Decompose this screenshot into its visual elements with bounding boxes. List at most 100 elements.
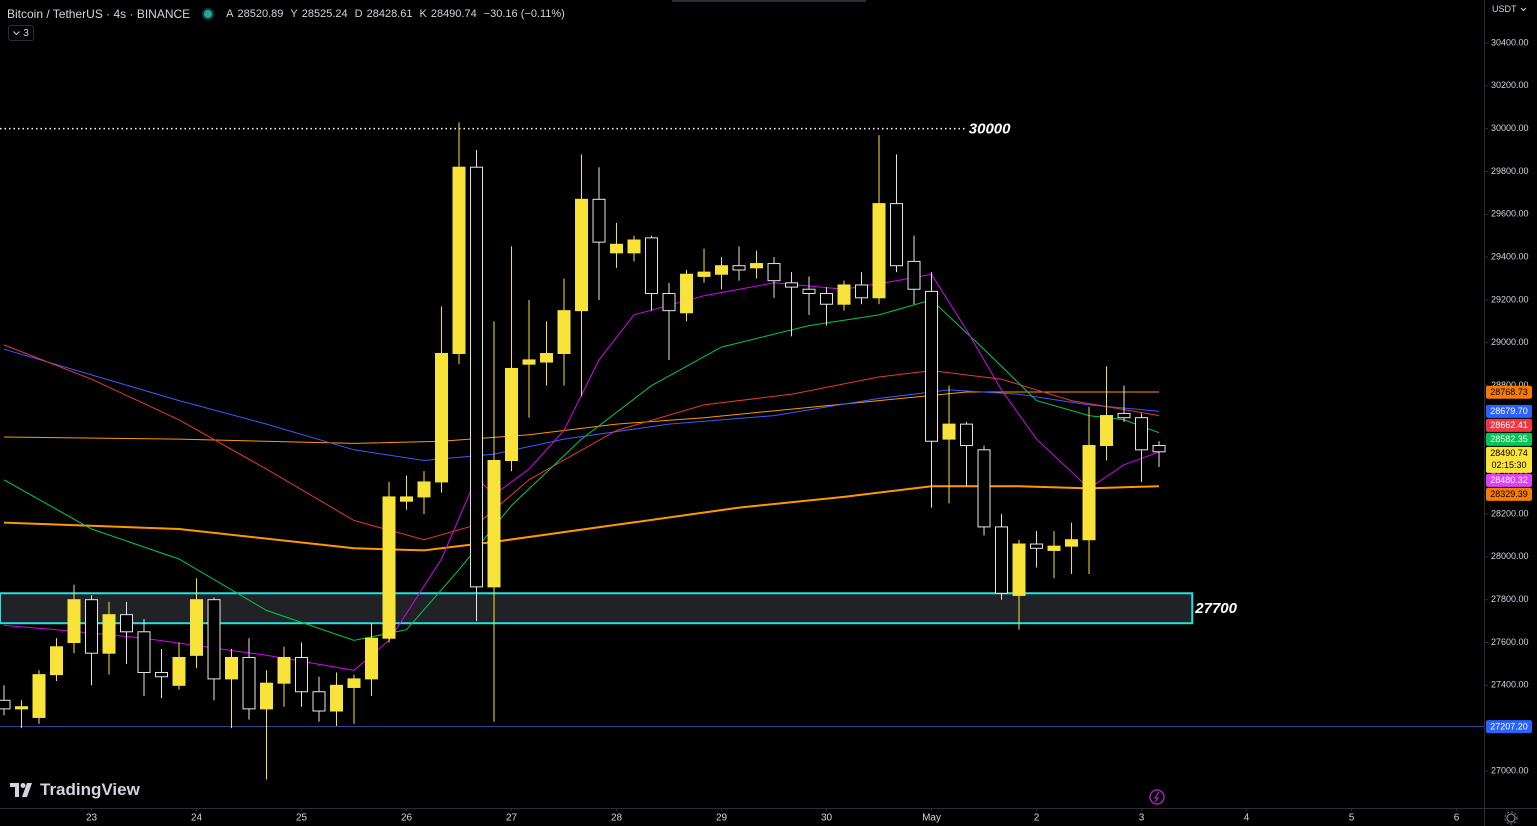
candle-body [225,656,239,680]
candle-body [242,656,256,710]
candle-body [155,671,169,678]
price-change: −30.16 (−0.11%) [483,8,565,20]
x-tick-label: 24 [191,813,203,824]
candle-body [662,293,676,312]
price-badge [1486,446,1532,473]
level-label: 30000 [969,121,1011,138]
candle-body [277,656,291,684]
candle-body [1152,445,1166,453]
indicators-toggle[interactable]: 3 [8,25,34,41]
candle-body [1012,543,1026,596]
ohlc-key: Y [290,8,298,20]
candle-body [295,656,309,693]
zone-label: 27700 [1194,600,1237,617]
candle-body [837,284,851,305]
candle-body [750,263,764,269]
candle-body [365,637,379,680]
candle-body [1047,545,1061,551]
x-tick-label: 28 [611,813,623,824]
candle-body [645,237,659,295]
candle-body [767,263,781,282]
y-tick-label: 27600.00 [1491,637,1529,647]
candle-body [890,203,904,267]
candle-body [925,290,939,442]
candle-body [137,631,151,673]
price-badge-label: 28768.73 [1490,387,1528,397]
candle-body [785,282,799,288]
symbol-title[interactable]: Bitcoin / TetherUS · 4s · BINANCE [7,7,191,21]
x-tick-label: 4 [1244,813,1250,824]
ohlc-key: K [419,8,427,20]
candle-body [487,460,501,588]
candle-body [190,599,204,656]
candle-body [312,691,326,712]
settings-icon[interactable] [1504,811,1518,825]
moving-average [3,348,1160,462]
ohlc-key: D [354,8,363,20]
candle-body [452,166,466,354]
support-zone [0,592,1194,625]
x-tick-label: 5 [1349,813,1355,824]
price-badge [1486,385,1532,399]
moving-average [3,344,1160,541]
x-tick-label: 26 [401,813,413,824]
candle-body [50,646,64,676]
ohlc-value: 28490.74 [430,8,477,20]
candle-body [872,203,886,299]
candle-body [1100,415,1114,447]
x-tick-label: May [922,813,941,824]
y-tick-label: 27400.00 [1491,680,1529,690]
candle-body [802,288,816,295]
x-tick-label: 30 [821,813,833,824]
brand-name: TradingView [40,780,140,799]
lightning-icon[interactable] [1149,789,1165,805]
y-tick-label: 29200.00 [1491,294,1529,304]
candle-body [400,496,414,502]
market-status [204,10,213,18]
candle-body [610,243,624,254]
currency-chevron[interactable] [1520,7,1527,12]
x-tick-label: 27 [506,813,518,824]
y-tick-label: 30200.00 [1491,80,1529,90]
brand-mark [10,783,32,797]
y-tick-label: 29800.00 [1491,166,1529,176]
candle-body [67,599,81,644]
candle-body [382,496,396,639]
price-badge-label: 28662.41 [1490,420,1528,430]
candle-body [1030,543,1044,549]
ohlc-key: A [226,8,234,20]
moving-average [3,273,1160,671]
candle-body [260,682,274,710]
currency[interactable]: USDT [1492,4,1517,14]
candle-body [592,198,606,243]
moving-average [3,485,1160,552]
y-tick-label: 28200.00 [1491,508,1529,518]
candle-body [522,359,536,365]
y-tick-label: 29000.00 [1491,337,1529,347]
candle-body [85,599,99,654]
brand-logo[interactable]: TradingView [10,780,140,800]
candle-body [347,678,361,688]
x-tick-label: 3 [1139,813,1145,824]
candle-body [540,352,554,363]
candle-body [15,706,29,710]
price-badge [1486,473,1532,487]
candle-body [697,271,711,277]
candle-body [557,310,571,354]
candle-body [32,674,46,718]
candle-body [417,481,431,498]
y-tick-label: 30400.00 [1491,37,1529,47]
x-tick-label: 2 [1034,813,1040,824]
x-tick-label: 6 [1454,813,1460,824]
y-tick-label: 29600.00 [1491,209,1529,219]
price-badge-label: 27207.20 [1490,721,1528,731]
indicators-count: 3 [23,27,29,39]
candle-body [977,449,991,528]
x-tick-label: 25 [296,813,308,824]
price-badge [1486,404,1532,418]
top-handle [672,0,866,2]
candle-body [120,614,134,633]
candle-body [470,166,484,588]
